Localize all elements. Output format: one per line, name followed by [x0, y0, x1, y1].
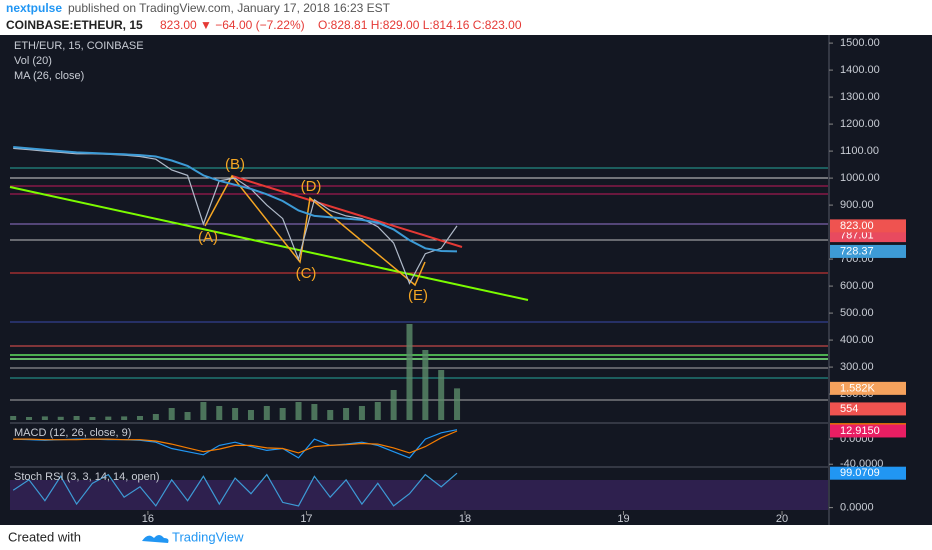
symbol: COINBASE:ETHEUR, 15	[6, 18, 143, 32]
volume-bar	[216, 406, 223, 420]
price-flag-label: 728.37	[840, 245, 874, 257]
price-flag	[830, 219, 906, 233]
layout-lines	[10, 167, 828, 510]
volume-bar	[26, 417, 33, 420]
y-tick-label: 900.00	[840, 199, 874, 211]
y-tick-label: 300.00	[840, 361, 874, 373]
stoch-band	[10, 480, 828, 510]
legend-entry: ETH/EUR, 15, COINBASE	[14, 40, 144, 52]
x-tick-label: 20	[776, 513, 788, 525]
volume-bar	[327, 410, 334, 420]
chart-bg	[0, 35, 932, 525]
volume-bar	[295, 402, 302, 420]
x-tick-label: 17	[300, 513, 312, 525]
volume-bar	[311, 404, 318, 420]
y-tick-label: 500.00	[840, 307, 874, 319]
volume-bar	[168, 408, 175, 420]
price-flag	[830, 381, 906, 395]
wave-path	[204, 174, 426, 287]
price-flag-label: 787.01	[840, 230, 874, 242]
pane-title: Stoch RSI (3, 3, 14, 14, open)	[14, 471, 160, 483]
stoch-line	[12, 472, 458, 507]
volume-bar	[358, 406, 365, 420]
price-flag-label: 823.00	[840, 220, 874, 232]
volume-bar	[41, 416, 48, 420]
wave-label: (D)	[301, 178, 322, 195]
price-line	[13, 146, 458, 253]
price-flag	[830, 466, 906, 480]
footer-bar	[0, 525, 932, 550]
y-tick-label: 0.0000	[840, 502, 874, 514]
volume-bar	[374, 402, 381, 420]
volume-bar	[232, 408, 239, 420]
y-tick-label: 1500.00	[840, 37, 880, 49]
price-flag-label: 99.0709	[840, 467, 880, 479]
volume-bar	[422, 350, 429, 420]
price-flag-label: 554	[840, 403, 858, 415]
y-tick-label: 1400.00	[840, 64, 880, 76]
price-flag-label: 1.582K	[840, 382, 876, 394]
volume-bar	[136, 416, 143, 420]
volume-bar	[454, 388, 461, 420]
volume-bar	[200, 402, 207, 420]
logo	[142, 535, 169, 543]
volume-bar	[121, 416, 128, 420]
volume-bar	[438, 370, 445, 420]
footer-brand[interactable]: TradingView	[172, 529, 244, 544]
volume-bar	[390, 390, 397, 420]
volume-bar	[105, 416, 112, 420]
change: 823.00 ▼ −64.00 (−7.22%)	[160, 18, 305, 32]
y-tick-label: 1200.00	[840, 118, 880, 130]
price-flag	[830, 244, 906, 258]
legend-entry: MA (26, close)	[14, 70, 84, 82]
volume-bar	[343, 408, 350, 420]
wave-label: (A)	[198, 229, 218, 246]
user[interactable]: nextpulse	[6, 1, 62, 15]
volume-bar	[184, 412, 191, 420]
macd-line	[13, 430, 458, 454]
legend-entry: Vol (20)	[14, 55, 52, 67]
wave-label: (C)	[296, 265, 317, 282]
y-tick-label: 600.00	[840, 280, 874, 292]
volume-bar	[406, 324, 413, 420]
volume-bar	[73, 416, 80, 420]
x-tick-label: 18	[459, 513, 471, 525]
volume-bar	[57, 416, 64, 420]
price-flag	[830, 402, 906, 416]
price-flag	[830, 424, 906, 438]
volume-bar	[247, 410, 254, 420]
pane-title: MACD (12, 26, close, 9)	[14, 427, 131, 439]
price-flag-label: 12.9150	[840, 425, 880, 437]
header-bar	[0, 0, 932, 35]
y-tick-label: 1300.00	[840, 91, 880, 103]
published: published on TradingView.com, January 17…	[68, 1, 391, 15]
volume-bar	[263, 406, 270, 420]
volume-bar	[152, 414, 159, 420]
ohlc: O:828.81 H:829.00 L:814.16 C:823.00	[318, 18, 522, 32]
wave-label: (E)	[408, 287, 428, 304]
footer-created: Created with	[8, 529, 81, 544]
wave-label: (B)	[225, 156, 245, 173]
support-line	[9, 186, 529, 301]
x-tick-label: 16	[142, 513, 154, 525]
y-tick-label: 400.00	[840, 334, 874, 346]
resistance-line	[231, 175, 463, 248]
volume-bar	[279, 408, 286, 420]
drawings	[9, 174, 529, 301]
volume-bar	[10, 416, 17, 420]
y-tick-label: 1000.00	[840, 172, 880, 184]
volume-bar	[89, 417, 96, 420]
x-tick-label: 19	[617, 513, 629, 525]
y-tick-label: 1100.00	[840, 145, 879, 157]
